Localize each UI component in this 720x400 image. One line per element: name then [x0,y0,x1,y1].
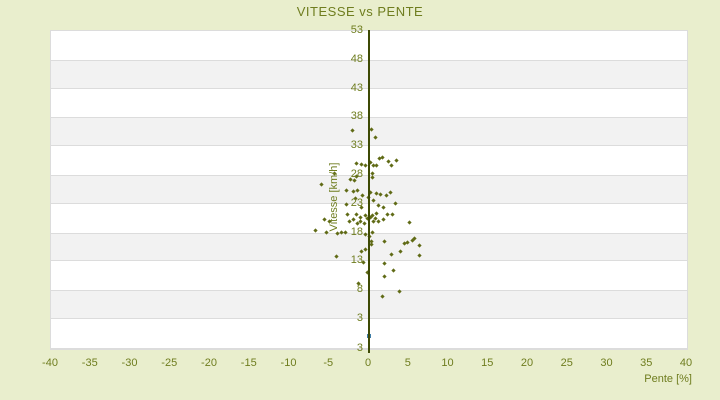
x-tick-label: 0 [364,357,372,369]
chart-title: VITESSE vs PENTE [296,4,424,19]
data-point-vitesse-points [376,218,381,224]
data-point-vitesse-points [393,201,398,206]
x-tick-label: 40 [679,357,693,369]
data-point-vitesse-points [347,219,352,224]
data-point-vitesse-points [381,217,386,222]
x-tick-label: 20 [520,357,534,369]
y-tick-label: 48 [350,52,363,65]
data-point-vitesse-points [374,211,380,216]
x-tick-label: -35 [81,357,98,369]
x-tick-label: -20 [201,357,217,369]
data-point-vitesse-points [390,212,395,217]
y-tick-label: 3 [356,312,363,325]
y-tick-label: 3 [356,342,363,354]
data-point-vitesse-points [381,205,386,210]
x-tick-label: -30 [121,357,138,369]
x-tick-label: -10 [280,357,297,369]
data-point-vitesse-points [354,161,359,166]
data-point-vitesse-points [380,155,385,160]
x-tick-label: 5 [404,357,411,369]
y-tick-label: 38 [350,110,363,123]
data-point-vitesse-points [374,163,379,168]
y-tick-label: 23 [350,196,363,209]
x-tick-label: -25 [161,357,178,369]
x-tick-label: -15 [240,357,257,369]
data-point-vitesse-points [381,274,387,279]
y-tick-label: 18 [350,225,363,238]
data-point-vitesse-points [385,212,390,217]
data-point-vitesse-points [407,220,412,225]
data-point-vitesse-points [362,163,368,168]
y-axis-line [368,30,370,353]
y-tick-label: 43 [350,81,363,94]
y-tick-label: 28 [350,168,363,181]
data-point-vitesse-points [322,217,327,222]
data-point-vitesse-points [345,212,350,217]
x-axis-title: Pente [%] [644,373,692,385]
x-tick-label: 25 [560,357,573,369]
x-tick-label: -5 [323,357,334,369]
x-tick-label: 15 [481,357,494,369]
y-axis-title: Vitesse [km/h] [328,162,340,232]
x-tick-label: 10 [441,357,454,369]
y-tick-label: 13 [350,254,363,267]
data-point-vitesse-points [389,163,394,168]
x-tick-label: -40 [42,357,58,369]
y-tick-label: 8 [356,283,363,296]
data-point-vitesse-points [391,267,396,273]
x-tick-label: 30 [600,357,613,369]
x-tick-label: 35 [640,357,653,369]
y-tick-label: 33 [350,139,363,152]
data-point-vitesse-points [358,215,363,220]
data-point-vitesse-points [394,158,399,163]
y-tick-label: 53 [350,24,363,36]
data-point-vitesse-points [382,261,388,266]
